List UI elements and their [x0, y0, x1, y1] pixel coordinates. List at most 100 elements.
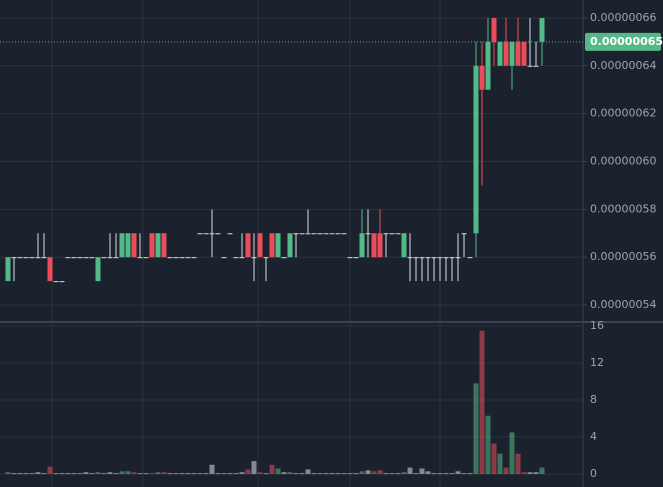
last-price-label: 0.00000065	[590, 35, 663, 48]
volume-bar	[209, 464, 215, 475]
volume-bar	[101, 473, 107, 475]
volume-bar	[173, 473, 179, 475]
volume-bar	[509, 432, 515, 475]
candle-body	[161, 233, 167, 258]
candle-body	[275, 233, 281, 258]
volume-tick-label: 8	[590, 393, 597, 406]
volume-bar	[83, 472, 89, 475]
volume-bar	[251, 461, 257, 475]
candle-body	[449, 257, 455, 259]
y-tick-label: 0.00000062	[590, 107, 656, 120]
volume-bar	[125, 471, 131, 475]
volume-bar	[269, 464, 275, 475]
volume-bar	[491, 443, 497, 475]
candle-body	[461, 233, 467, 235]
candle-body	[119, 233, 125, 258]
volume-bar	[527, 472, 533, 475]
candle-body	[533, 65, 539, 67]
candle-body	[83, 257, 89, 259]
y-tick-label: 0.00000066	[590, 11, 656, 24]
candle-body	[443, 257, 449, 259]
volume-bar	[161, 472, 167, 475]
volume-bar	[467, 473, 473, 475]
volume-bar	[497, 453, 503, 475]
candle-body	[227, 233, 233, 235]
candle-body	[395, 233, 401, 235]
candle-body	[515, 41, 521, 66]
volume-bar	[515, 453, 521, 475]
volume-bar	[317, 473, 323, 475]
candle-body	[191, 257, 197, 259]
candle-body	[137, 257, 143, 259]
candle-body	[431, 257, 437, 259]
candle-body	[437, 257, 443, 259]
volume-bar	[233, 473, 239, 475]
candle-body	[377, 233, 383, 258]
candle-body	[173, 257, 179, 259]
candle-body	[11, 257, 17, 259]
candle-body	[185, 257, 191, 259]
candle-body	[383, 233, 389, 235]
volume-bar	[533, 472, 539, 475]
volume-bar	[137, 473, 143, 475]
volume-bar	[179, 473, 185, 475]
volume-bar	[77, 473, 83, 475]
candle-body	[491, 17, 497, 42]
candle-body	[47, 257, 53, 282]
candle-body	[197, 233, 203, 235]
candle-body	[293, 233, 299, 235]
candle-body	[209, 233, 215, 235]
candle-body	[155, 233, 161, 258]
candle-body	[335, 233, 341, 235]
candle-body	[317, 233, 323, 235]
volume-bar	[353, 473, 359, 475]
volume-bar	[215, 473, 221, 475]
volume-bar	[41, 473, 47, 475]
volume-bar	[227, 473, 233, 475]
volume-bar	[407, 467, 413, 475]
y-tick-label: 0.00000058	[590, 202, 656, 215]
candle-body	[101, 257, 107, 259]
candle-body	[455, 257, 461, 259]
volume-bar	[221, 473, 227, 475]
last-price-box	[585, 32, 661, 51]
y-tick-label: 0.00000060	[590, 154, 656, 167]
volume-bar	[293, 473, 299, 475]
candle-body	[269, 233, 275, 258]
candle-body	[65, 257, 71, 259]
volume-bar	[419, 468, 425, 475]
volume-bar	[377, 470, 383, 475]
volume-bar	[89, 473, 95, 475]
volume-bar	[47, 466, 53, 475]
y-tick-label: 0.00000054	[590, 298, 656, 311]
volume-bar	[371, 471, 377, 475]
candle-body	[107, 257, 113, 259]
volume-bar	[149, 473, 155, 475]
candle-body	[59, 281, 65, 283]
candle-body	[89, 257, 95, 259]
candle-body	[35, 257, 41, 259]
candle-body	[353, 257, 359, 259]
volume-bar	[347, 473, 353, 475]
volume-bar	[395, 473, 401, 475]
candle-body	[539, 17, 545, 42]
volume-bar	[107, 472, 113, 475]
candle-body	[263, 257, 269, 259]
volume-bar	[287, 472, 293, 475]
volume-bar	[389, 473, 395, 475]
volume-bar	[437, 473, 443, 475]
volume-bar	[17, 473, 23, 475]
volume-bar	[383, 473, 389, 475]
volume-bar	[113, 473, 119, 475]
candle-body	[521, 41, 527, 66]
volume-bar	[245, 469, 251, 475]
volume-bar	[59, 473, 65, 475]
candle-body	[389, 233, 395, 235]
volume-bar	[143, 473, 149, 475]
candle-body	[203, 233, 209, 235]
candle-body	[497, 41, 503, 66]
candle-body	[179, 257, 185, 259]
volume-bar	[305, 469, 311, 475]
